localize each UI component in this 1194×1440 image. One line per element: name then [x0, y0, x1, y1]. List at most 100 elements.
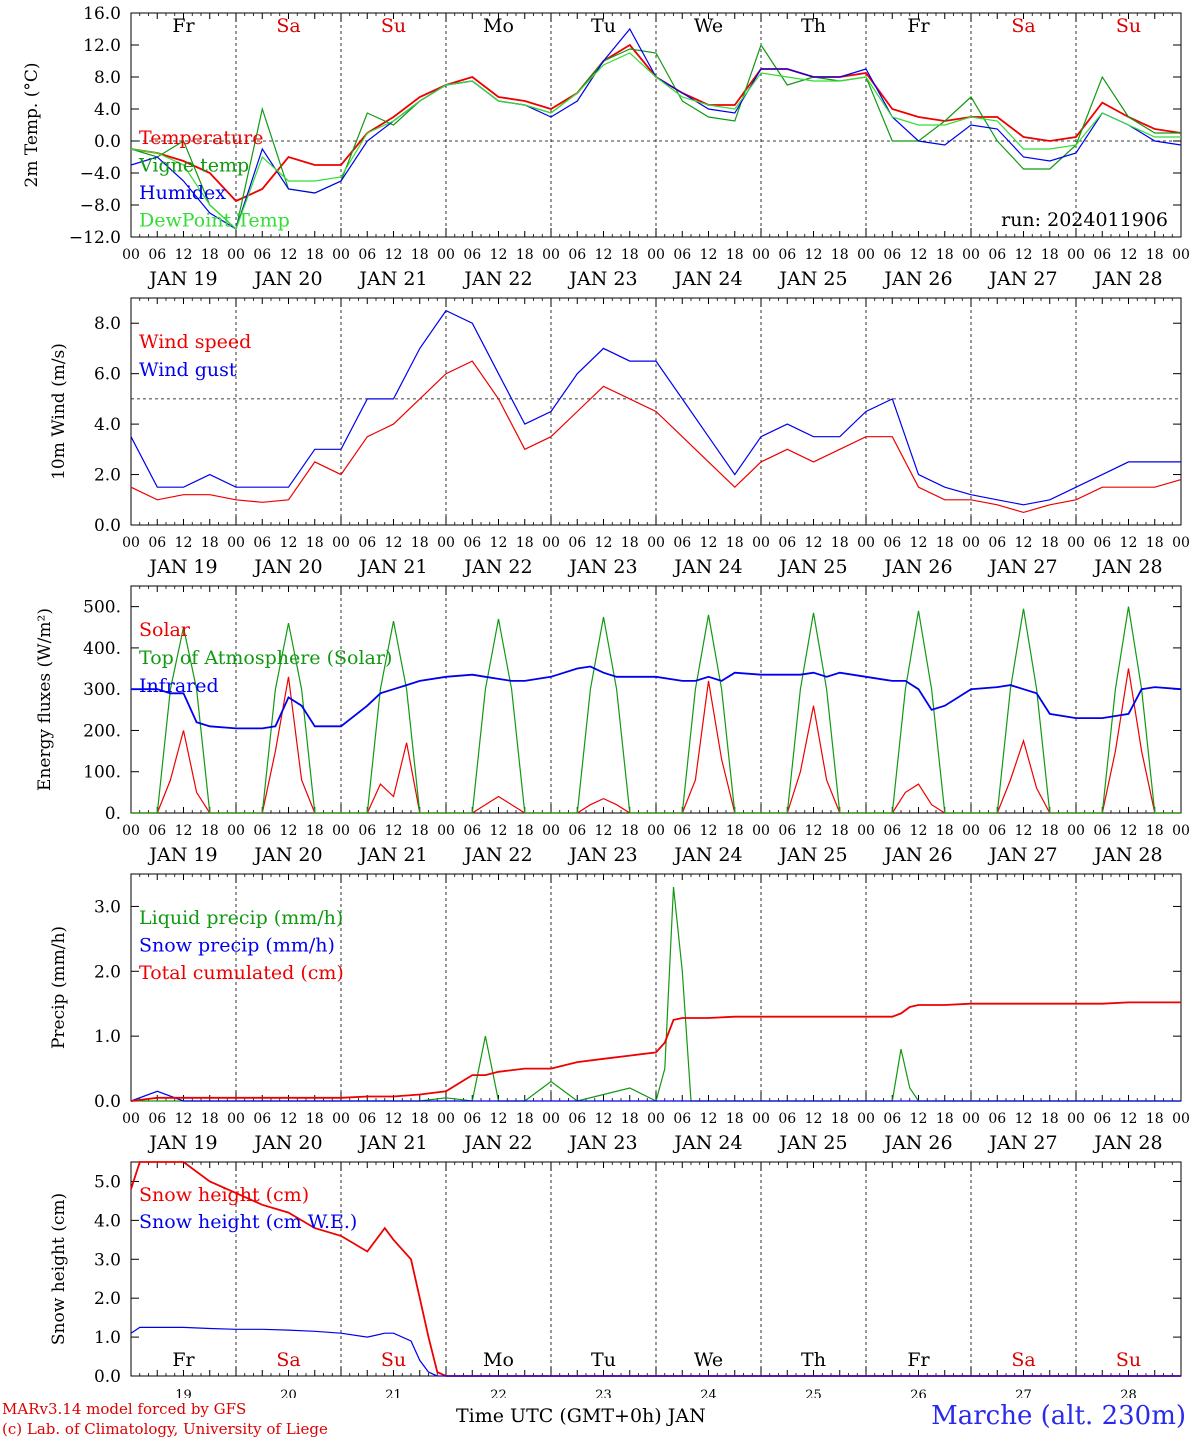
hour-tick-label: 12	[910, 247, 928, 263]
hour-tick-label: 06	[778, 535, 796, 551]
hour-tick-label: 00	[962, 247, 980, 263]
hour-tick-label: 06	[1093, 823, 1111, 839]
y-tick-label: 8.0	[94, 314, 121, 334]
y-tick-label: 3.0	[94, 1250, 121, 1270]
date-label: JAN 25	[777, 268, 847, 290]
date-label: JAN 23	[567, 1132, 637, 1154]
hour-tick-label: 00	[1172, 247, 1190, 263]
hour-tick-label: 12	[595, 247, 613, 263]
hour-tick-label: 06	[253, 1111, 271, 1127]
hour-tick-label: 12	[490, 247, 508, 263]
y-tick-label: 1.0	[94, 1027, 121, 1047]
hour-tick-label: 00	[1172, 535, 1190, 551]
hour-tick-label: 00	[437, 535, 455, 551]
hour-tick-label: 18	[1041, 247, 1059, 263]
legend-entry: Top of Atmosphere (Solar)	[139, 647, 392, 669]
y-axis-title: Energy fluxes (W/m²)	[35, 608, 55, 791]
day-abbr-label: Sa	[1011, 1349, 1035, 1371]
hour-tick-label: 06	[1093, 1111, 1111, 1127]
hour-tick-label: 06	[463, 823, 481, 839]
hour-tick-label: 06	[778, 823, 796, 839]
hour-tick-label: 12	[1120, 247, 1138, 263]
hour-tick-label: 18	[411, 823, 429, 839]
hour-tick-label: 00	[962, 1111, 980, 1127]
hour-tick-label: 12	[385, 535, 403, 551]
hour-tick-label: 00	[332, 247, 350, 263]
hour-tick-label: 18	[1041, 535, 1059, 551]
y-axis-title: Precip (mm/h)	[49, 926, 69, 1049]
date-label: JAN 21	[357, 268, 427, 290]
hour-tick-label: 00	[857, 247, 875, 263]
x-axis-title: Time UTC (GMT+0h) JAN	[456, 1405, 706, 1427]
hour-tick-label: 12	[385, 1111, 403, 1127]
hour-tick-label: 18	[936, 823, 954, 839]
day-abbr-label: Fr	[907, 15, 930, 37]
legend-entry: Snow height (cm)	[139, 1184, 309, 1206]
series-line-wind-speed	[130, 360, 1182, 514]
run-label: run: 2024011906	[1001, 209, 1168, 231]
date-label: JAN 21	[357, 556, 427, 578]
legend-entry: Snow height (cm W.E.)	[139, 1211, 357, 1233]
series-line-snow-precip-mm-h-	[130, 1090, 1181, 1102]
hour-tick-label: 06	[568, 1111, 586, 1127]
hour-tick-label: 06	[463, 247, 481, 263]
date-label: JAN 22	[462, 556, 532, 578]
series-line-top-of-atmosphere-solar-	[131, 606, 1181, 814]
hour-tick-label: 18	[306, 1111, 324, 1127]
date-label: JAN 23	[567, 268, 637, 290]
y-tick-label: 2.0	[94, 962, 121, 982]
hour-tick-label: 00	[437, 247, 455, 263]
hour-tick-label: 00	[332, 1111, 350, 1127]
hour-tick-label: 18	[831, 247, 849, 263]
hour-tick-label: 12	[1015, 535, 1033, 551]
legend-entry: Total cumulated (cm)	[139, 962, 344, 984]
date-label: JAN 24	[672, 1132, 742, 1154]
hour-tick-label: 12	[280, 823, 298, 839]
hour-tick-label: 06	[463, 1111, 481, 1127]
y-axis-title: 10m Wind (m/s)	[49, 343, 69, 480]
series-line-total-cumulated-cm-	[130, 1001, 1181, 1102]
hour-tick-label: 12	[805, 535, 823, 551]
hour-tick-label: 06	[463, 535, 481, 551]
date-label: JAN 27	[987, 268, 1057, 290]
hour-tick-label: 12	[595, 1111, 613, 1127]
y-tick-label: 2.0	[94, 466, 121, 486]
date-label: JAN 19	[147, 556, 217, 578]
date-label: JAN 26	[882, 1132, 952, 1154]
y-tick-label: 1.0	[94, 1328, 121, 1348]
hour-tick-label: 00	[227, 535, 245, 551]
hour-tick-label: 12	[700, 535, 718, 551]
y-tick-label: 8.0	[94, 68, 121, 88]
date-label: JAN 25	[777, 556, 847, 578]
hour-tick-label: 00	[1067, 1111, 1085, 1127]
day-abbr-label: Su	[381, 1349, 406, 1371]
hour-tick-label: 18	[621, 823, 639, 839]
legend-entry: Humidex	[139, 182, 226, 204]
hour-tick-label: 18	[516, 823, 534, 839]
hour-tick-label: 06	[1093, 247, 1111, 263]
date-label: JAN 28	[1092, 1132, 1162, 1154]
day-abbr-label: Mo	[483, 15, 514, 37]
model-credit: MARv3.14 model forced by GFS	[2, 1400, 247, 1418]
day-number-label: 20	[280, 1388, 297, 1398]
hour-tick-label: 06	[1093, 535, 1111, 551]
date-label: JAN 20	[252, 556, 322, 578]
hour-tick-label: 12	[700, 1111, 718, 1127]
y-tick-label: −8.0	[80, 196, 121, 216]
hour-tick-label: 12	[175, 535, 193, 551]
hour-tick-label: 12	[1120, 823, 1138, 839]
series-line-wind-gust	[130, 309, 1181, 506]
y-tick-label: −12.0	[69, 228, 121, 248]
hour-tick-label: 00	[752, 823, 770, 839]
legend-entry: Liquid precip (mm/h)	[139, 907, 343, 929]
hour-tick-label: 12	[1015, 823, 1033, 839]
hour-tick-label: 18	[516, 247, 534, 263]
date-label: JAN 24	[672, 268, 742, 290]
hour-tick-label: 00	[1067, 535, 1085, 551]
hour-tick-label: 06	[673, 823, 691, 839]
hour-tick-label: 12	[805, 1111, 823, 1127]
hour-tick-label: 18	[831, 1111, 849, 1127]
y-tick-label: 0.0	[94, 132, 121, 152]
hour-tick-label: 06	[988, 535, 1006, 551]
day-abbr-label: Fr	[907, 1349, 930, 1371]
